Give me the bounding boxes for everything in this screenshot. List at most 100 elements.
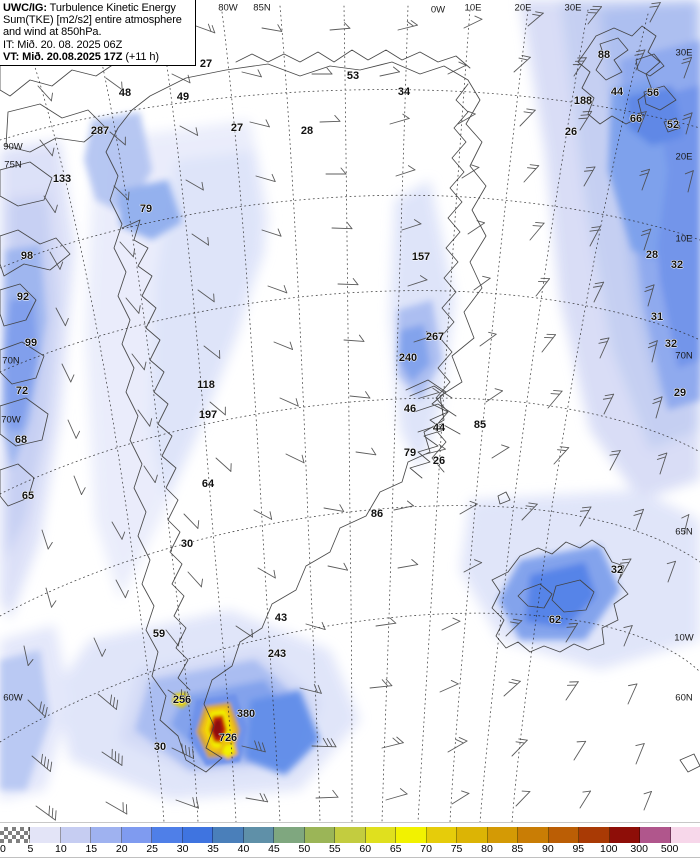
colorbar-tick: 10 [55, 843, 91, 857]
tke-value-label: 31 [650, 311, 664, 323]
colorbar-tick: 35 [207, 843, 243, 857]
tke-value-label: 28 [645, 249, 659, 261]
colorbar-tick-text: 100 [599, 843, 618, 855]
colorbar-tick: 5 [28, 843, 60, 857]
colorbar-swatch[interactable] [60, 827, 92, 843]
tke-value-label: 99 [24, 337, 38, 349]
colorbar-swatch[interactable] [396, 827, 427, 843]
colorbar-tick-text: 20 [115, 843, 128, 855]
geo-coordinate-label: 10E [464, 2, 482, 14]
colorbar-tick: 90 [542, 843, 578, 857]
colorbar-tick-text: 75 [450, 843, 463, 855]
tke-value-label: 52 [666, 119, 680, 131]
colorbar-tick-text: 40 [237, 843, 250, 855]
colorbar-tick-text: 65 [389, 843, 402, 855]
tke-value-label: 62 [548, 614, 562, 626]
tke-shading-medium [0, 40, 700, 790]
tke-value-label: 72 [15, 385, 29, 397]
colorbar-swatch[interactable] [304, 827, 336, 843]
colorbar-tick: 40 [238, 843, 274, 857]
map-info-box: UWC/IG: Turbulence Kinetic Energy Sum(TK… [0, 0, 196, 67]
colorbar-tick: 65 [390, 843, 426, 857]
colorbar-swatch[interactable] [0, 827, 31, 843]
tke-value-label: 44 [610, 86, 624, 98]
colorbar-tick: 75 [451, 843, 487, 857]
tke-value-label: 32 [610, 564, 624, 576]
colorbar-panel[interactable]: 0 5 10 15 20 25 30 35 40 45 50 55 60 65 70 75 80 85 90 95 10… [0, 822, 700, 858]
map-canvas[interactable]: 80W 85N 0W 10E 20E 30E 30E 20E 10E 70N 65N 10W 60N 90… [0, 0, 700, 822]
colorbar-tick: 70 [420, 843, 456, 857]
info-line-init-time: IT: Mið. 20. 08. 2025 06Z [3, 38, 123, 51]
colorbar-tick: 95 [572, 843, 608, 857]
colorbar-tick: 500 [661, 843, 700, 857]
colorbar-swatch[interactable] [426, 827, 458, 843]
tke-value-label: 59 [152, 628, 166, 640]
geo-coordinate-label: 70N [675, 350, 693, 362]
tke-value-label: 44 [432, 422, 446, 434]
colorbar-swatch[interactable] [274, 827, 305, 843]
colorbar-swatches[interactable] [0, 827, 700, 843]
tke-value-label: 118 [197, 379, 215, 391]
tke-value-label: 256 [172, 694, 192, 706]
colorbar-tick-text: 10 [55, 843, 67, 855]
colorbar-tick-text: 35 [207, 843, 219, 855]
tke-value-label: 188 [573, 95, 593, 107]
colorbar-swatch[interactable] [548, 827, 580, 843]
tke-value-label: 380 [236, 708, 256, 720]
info-line-title: UWC/IG: Turbulence Kinetic Energy [3, 2, 192, 14]
colorbar-tick-text: 0 [0, 843, 6, 855]
info-line-units: Sum(TKE) [m2/s2] entire atmosphere [3, 14, 182, 27]
colorbar-swatch[interactable] [152, 827, 183, 843]
colorbar-swatch[interactable] [487, 827, 519, 843]
tke-value-label: 56 [646, 87, 660, 99]
tke-hotspot [172, 692, 248, 766]
tke-value-label: 30 [180, 538, 194, 550]
colorbar-tick: 15 [85, 843, 121, 857]
geo-coordinate-label: 10W [674, 632, 694, 644]
tke-value-label: 88 [597, 49, 611, 61]
tke-value-label: 79 [403, 447, 417, 459]
tke-value-label: 32 [664, 338, 678, 350]
valid-time-value: VT: Mið. 20.08.2025 17Z [3, 50, 123, 63]
graticule [0, 5, 700, 822]
valid-time-offset: (+11 h) [122, 50, 159, 63]
colorbar-swatch[interactable] [213, 827, 244, 843]
colorbar-tick: 30 [177, 843, 213, 857]
geo-coordinate-label: 85N [253, 2, 271, 14]
colorbar-swatch[interactable] [243, 827, 275, 843]
colorbar-swatch[interactable] [335, 827, 366, 843]
tke-value-label: 243 [267, 648, 287, 660]
geo-coordinate-label: 60N [675, 692, 693, 704]
geo-coordinate-label: 75N [4, 159, 22, 171]
coastlines [0, 25, 700, 773]
colorbar-swatch[interactable] [579, 827, 610, 843]
geo-coordinate-label: 60W [3, 692, 23, 704]
colorbar-swatch[interactable] [640, 827, 671, 843]
tke-value-label: 287 [90, 125, 110, 137]
colorbar-swatch[interactable] [609, 827, 641, 843]
tke-value-label: 53 [346, 70, 360, 82]
colorbar-tick: 20 [116, 843, 152, 857]
tke-value-label: 48 [118, 87, 132, 99]
tke-value-label: 32 [670, 259, 684, 271]
colorbar-swatch[interactable] [457, 827, 488, 843]
colorbar-swatch[interactable] [182, 827, 214, 843]
colorbar-swatch[interactable] [30, 827, 61, 843]
geo-coordinate-label: 20E [514, 2, 532, 14]
tke-value-label: 26 [564, 126, 578, 138]
info-line-valid-time: VT: Mið. 20.08.2025 17Z (+11 h) [3, 51, 192, 63]
tke-value-label: 157 [411, 251, 431, 263]
colorbar-swatch[interactable] [518, 827, 549, 843]
tke-value-label: 68 [14, 434, 28, 446]
colorbar-tick: 45 [268, 843, 304, 857]
colorbar-swatch[interactable] [670, 827, 700, 843]
geo-coordinate-label: 80W [218, 2, 238, 14]
colorbar-swatch[interactable] [91, 827, 122, 843]
wind-barbs [23, 2, 694, 821]
tke-value-label: 726 [218, 732, 238, 744]
colorbar-swatch[interactable] [121, 827, 153, 843]
tke-value-label: 28 [300, 125, 314, 137]
colorbar-swatch[interactable] [365, 827, 397, 843]
colorbar-tick: 80 [481, 843, 517, 857]
